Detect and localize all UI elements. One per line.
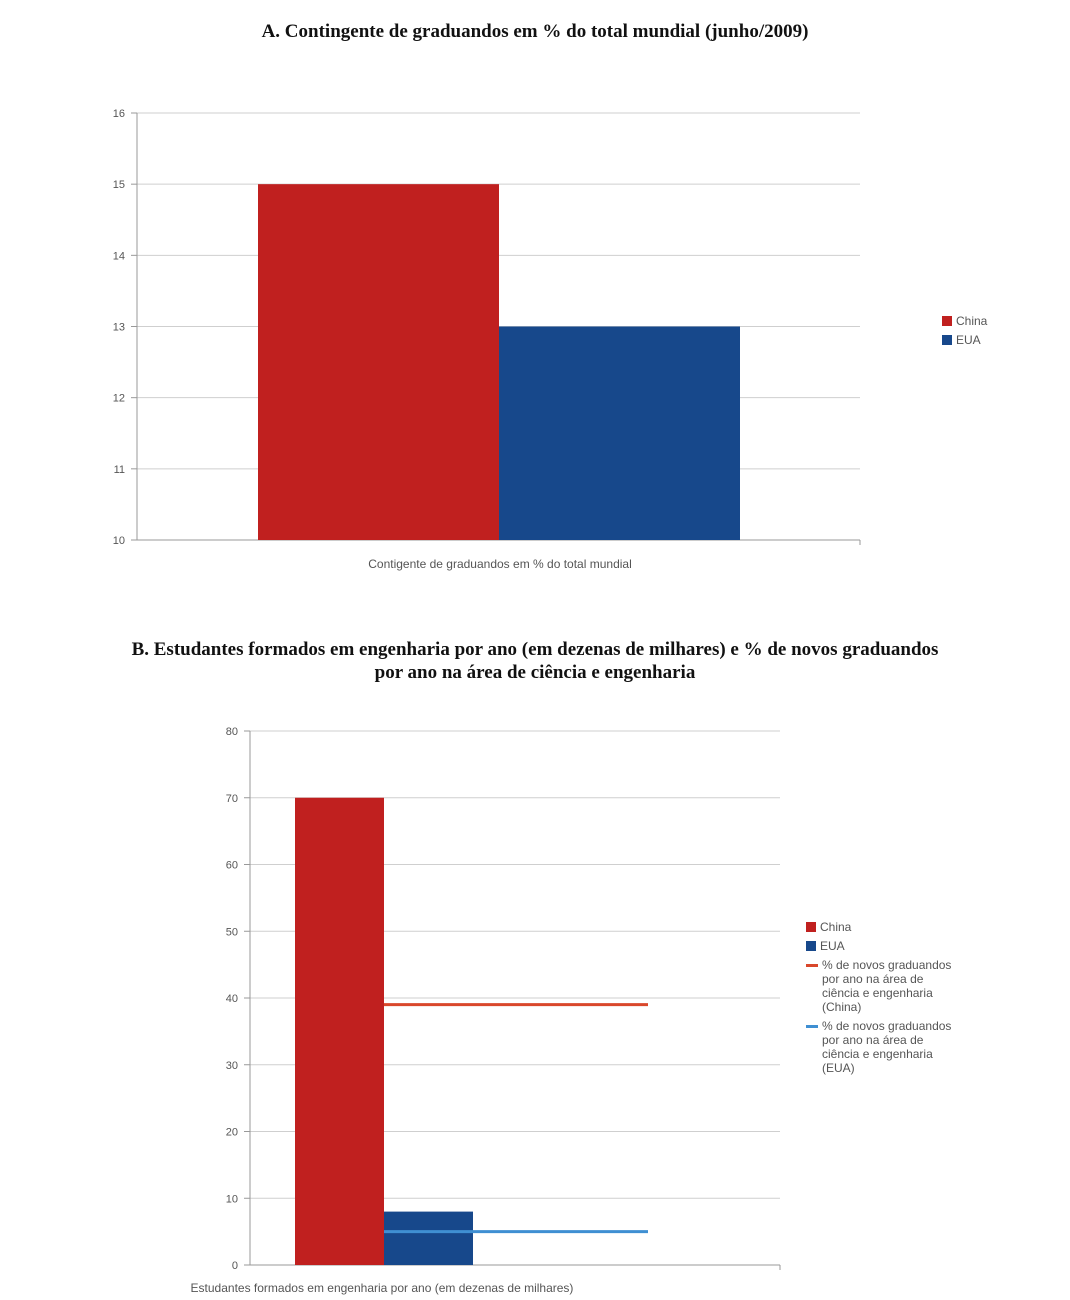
bar-eua <box>499 326 740 540</box>
y-tick-label: 13 <box>113 322 125 334</box>
bar-china <box>258 184 499 540</box>
y-tick-label: 20 <box>226 1127 238 1139</box>
legend-label-china: China <box>820 920 852 934</box>
chart-b-title-line-1: B. Estudantes formados em engenharia por… <box>131 639 939 660</box>
y-tick-label: 15 <box>113 179 125 191</box>
y-tick-label: 10 <box>226 1193 238 1205</box>
legend-line-china-pct <box>806 964 818 967</box>
chart-b-title: B. Estudantes formados em engenharia por… <box>0 638 1070 684</box>
legend-swatch-eua <box>942 335 952 345</box>
legend-item-eua: EUA <box>942 333 987 347</box>
x-axis-label: Estudantes formados em engenharia por an… <box>191 1281 574 1295</box>
y-tick-label: 10 <box>113 535 125 547</box>
y-tick-label: 12 <box>113 393 125 405</box>
legend-label-china: China <box>956 314 988 328</box>
legend-item-eua-pct: % de novos graduandos por ano na área de… <box>806 1019 1021 1075</box>
y-tick-label: 14 <box>113 250 125 262</box>
bar-china <box>295 797 384 1265</box>
legend-item-eua: EUA <box>806 939 1021 953</box>
legend-label-china-pct: % de novos graduandos por ano na área de… <box>822 958 952 1014</box>
y-tick-label: 50 <box>226 926 238 938</box>
legend-label-eua-pct: % de novos graduandos por ano na área de… <box>822 1019 952 1075</box>
x-axis-label: Contigente de graduandos em % do total m… <box>368 557 632 571</box>
legend-label-eua: EUA <box>956 333 981 347</box>
chart-a-plot: 10 11 12 13 14 15 16 Contigente de graduandos e… <box>113 108 861 571</box>
legend-line-eua-pct <box>806 1025 818 1028</box>
y-tick-label: 80 <box>226 726 238 738</box>
y-tick-label: 11 <box>114 464 125 476</box>
y-tick-label: 40 <box>226 993 238 1005</box>
legend-item-china: China <box>806 920 1021 934</box>
bar-eua <box>384 1211 473 1265</box>
chart-a-title: A. Contingente de graduandos em % do tot… <box>261 21 809 42</box>
y-tick-label: 30 <box>226 1060 238 1072</box>
y-tick-label: 0 <box>232 1260 238 1272</box>
legend-swatch-china <box>806 922 816 932</box>
legend-swatch-china <box>942 316 952 326</box>
chart-b-legend: China EUA % de novos graduandos por ano … <box>806 920 1021 1080</box>
y-tick-label: 60 <box>226 860 238 872</box>
legend-label-eua: EUA <box>820 939 845 953</box>
legend-item-china-pct: % de novos graduandos por ano na área de… <box>806 958 1021 1014</box>
y-tick-label: 70 <box>226 793 238 805</box>
legend-swatch-eua <box>806 941 816 951</box>
legend-item-china: China <box>942 314 987 328</box>
y-tick-label: 16 <box>113 108 125 120</box>
chart-a-legend: China EUA <box>942 314 987 352</box>
chart-b-title-line-2: por ano na área de ciência e engenharia <box>374 662 696 683</box>
